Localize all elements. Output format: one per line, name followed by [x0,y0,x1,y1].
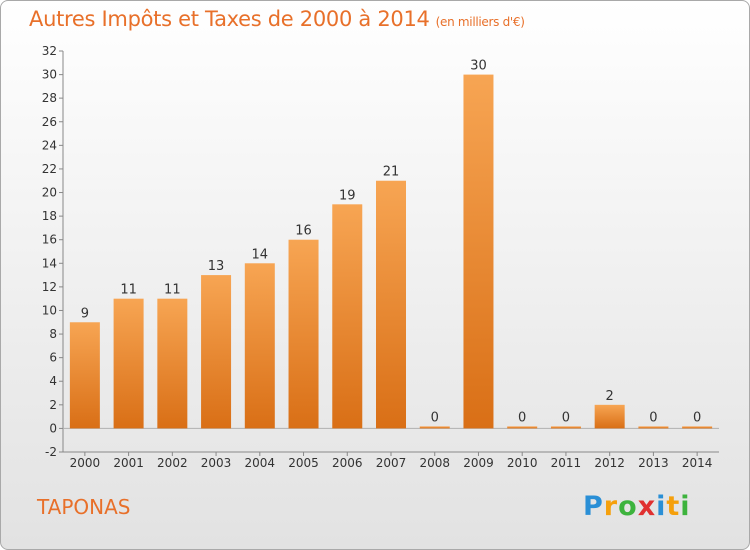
value-label-2010: 0 [518,410,526,425]
bar-2012 [594,404,625,429]
logo-letter: i [680,491,691,522]
chart-subtitle: (en milliers d'€) [435,15,525,29]
bar-2008 [419,426,450,429]
bar-2002 [157,298,188,429]
x-tick-label-2005: 2005 [288,456,319,470]
y-tick-label: 32 [42,44,57,58]
logo-letter: P [583,491,604,522]
x-tick-label-2014: 2014 [682,456,713,470]
y-tick-label: -2 [45,445,57,459]
x-tick-label-2001: 2001 [113,456,144,470]
x-tick-label-2013: 2013 [638,456,669,470]
y-tick-label: 28 [42,91,57,105]
bar-2006 [332,204,363,429]
value-label-2006: 19 [339,188,356,203]
bar-2011 [550,426,581,429]
x-tick-label-2010: 2010 [507,456,538,470]
x-tick-label-2000: 2000 [70,456,101,470]
proxiti-logo: Proxiti [583,491,691,522]
value-label-2011: 0 [562,410,570,425]
value-labels: 9 11 11 13 14 16 19 21 0 30 0 0 2 0 0 [81,59,702,426]
x-tick-label-2006: 2006 [332,456,363,470]
y-tick-label: 8 [49,327,57,341]
logo-letter: t [666,491,681,522]
bar-2005 [288,239,319,429]
bar-2001 [113,298,144,429]
y-tick-label: 18 [42,209,57,223]
y-tick-label: 30 [42,68,57,82]
x-tick-label-2012: 2012 [594,456,625,470]
value-label-2013: 0 [649,410,657,425]
chart-title: Autres Impôts et Taxes de 2000 à 2014 (en… [29,7,525,31]
bars [69,74,713,429]
y-tick-label: 4 [49,374,57,388]
bar-2004 [244,263,275,429]
y-tick-label: 14 [42,256,57,270]
value-label-2014: 0 [693,410,701,425]
y-tick-label: 24 [42,138,57,152]
y-tick-label: 2 [49,398,57,412]
value-label-2009: 30 [470,59,487,74]
value-label-2000: 9 [81,306,89,321]
y-tick-label: 6 [49,351,57,365]
value-label-2012: 2 [606,389,614,404]
y-tick-label: 26 [42,115,57,129]
title-text: Autres Impôts et Taxes de 2000 à 2014 [29,7,430,31]
x-tick-label-2004: 2004 [245,456,276,470]
logo-letter: r [603,491,619,522]
commune-name: TAPONAS [37,495,131,519]
y-tick-label: 22 [42,162,57,176]
bar-2003 [201,275,232,429]
y-tick-label: 16 [42,233,57,247]
value-label-2003: 13 [208,259,225,274]
value-label-2007: 21 [383,165,400,180]
y-tick-label: 12 [42,280,57,294]
value-label-2001: 11 [120,283,137,298]
x-tick-label-2011: 2011 [551,456,582,470]
bar-2009 [463,74,494,429]
x-tick-label-2002: 2002 [157,456,188,470]
x-tick-label-2008: 2008 [419,456,450,470]
bar-2000 [69,322,100,429]
bar-2010 [507,426,538,429]
logo-letter: o [618,491,638,522]
x-tick-label-2007: 2007 [376,456,407,470]
y-tick-label: 10 [42,303,57,317]
x-tick-label-2009: 2009 [463,456,494,470]
x-tick-label-2003: 2003 [201,456,232,470]
logo-letter: i [656,491,667,522]
value-label-2008: 0 [431,410,439,425]
y-tick-label: 0 [49,421,57,435]
value-label-2002: 11 [164,283,181,298]
logo-letter: x [637,491,657,522]
value-label-2005: 16 [295,224,312,239]
y-tick-label: 20 [42,186,57,200]
bar-2007 [376,180,406,429]
bar-2014 [682,426,713,429]
value-label-2004: 14 [252,247,269,262]
bar-2013 [638,426,669,429]
